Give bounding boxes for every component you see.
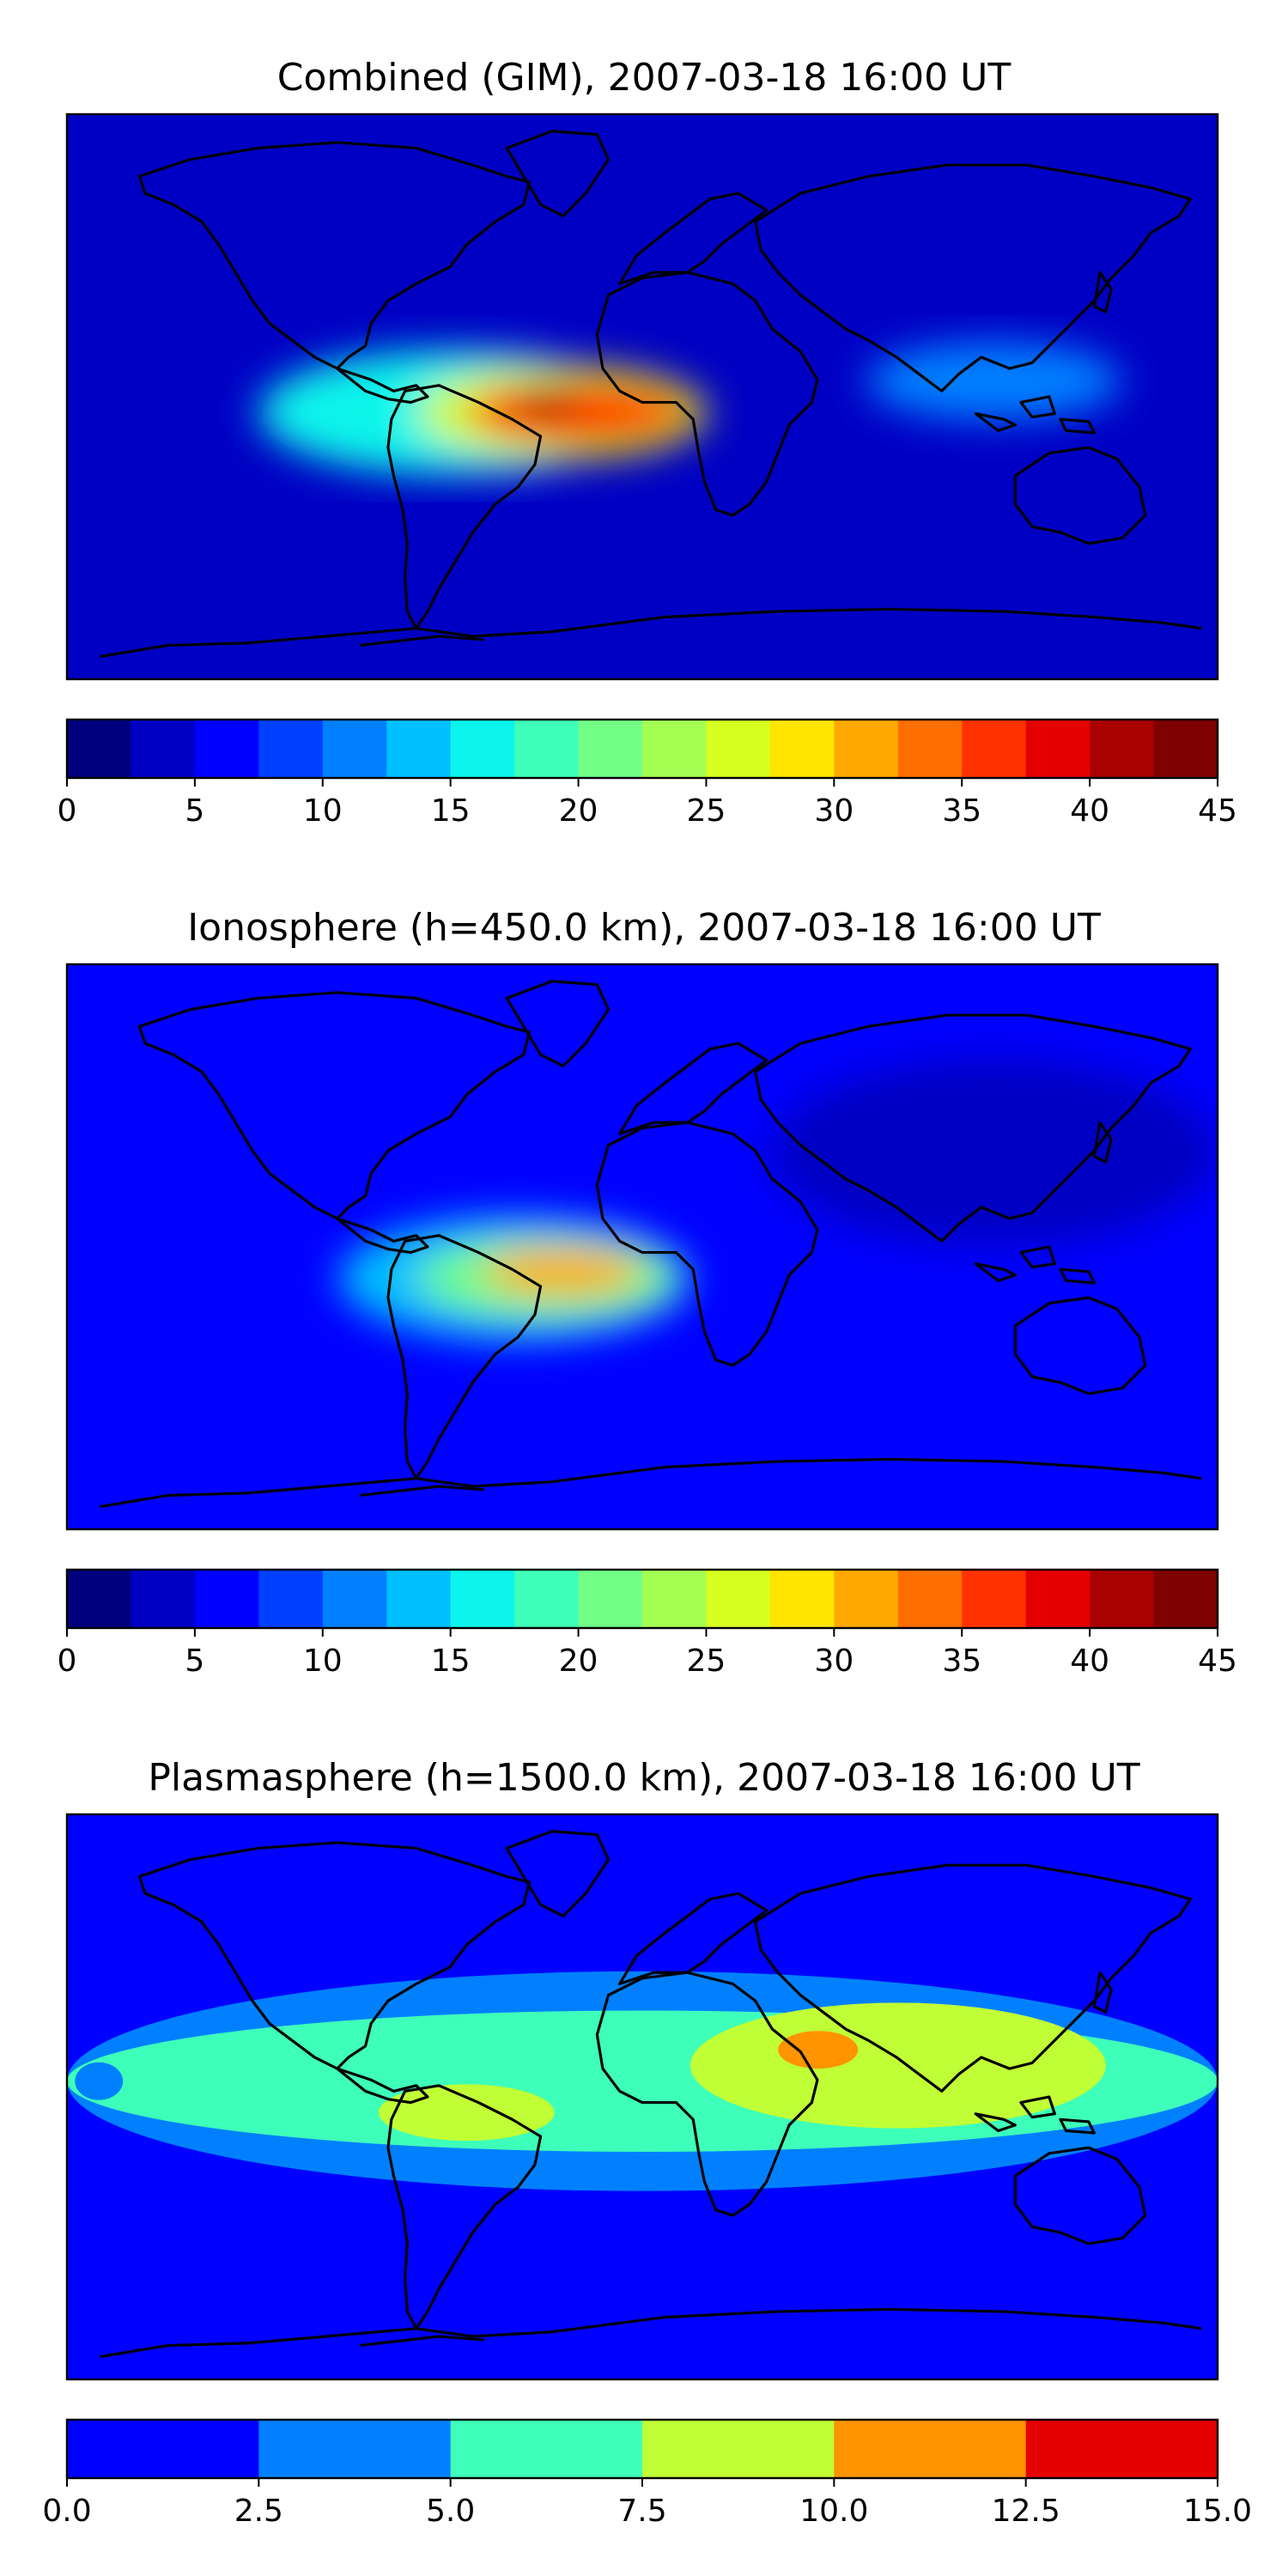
colorbar-tick-label: 10 — [303, 793, 343, 829]
colorbar-segment — [1090, 1570, 1155, 1628]
contour-region — [769, 1058, 1218, 1247]
colorbar-tick-label: 25 — [687, 793, 726, 829]
colorbar-segment — [769, 720, 835, 778]
map-area — [67, 114, 1218, 679]
colorbar-segment — [1153, 1570, 1218, 1628]
colorbar-segment — [1090, 720, 1155, 778]
contour-region — [778, 2031, 859, 2069]
colorbar-segment — [67, 2420, 259, 2478]
colorbar-segment — [258, 1570, 324, 1628]
colorbar-segment — [706, 720, 771, 778]
colorbar-segment — [386, 720, 452, 778]
colorbar-tick-label: 15 — [431, 793, 471, 829]
colorbar-segment — [67, 1570, 132, 1628]
colorbar-segment — [322, 720, 387, 778]
colorbar-segment — [834, 720, 899, 778]
colorbar-segment — [450, 1570, 515, 1628]
colorbar: 0.0 2.5 5.0 7.5 10.0 12.5 15.0 — [42, 2418, 1252, 2529]
colorbar-tick-label: 40 — [1070, 793, 1109, 829]
colorbar-segment — [131, 720, 196, 778]
colorbar-segment — [1025, 720, 1091, 778]
contour-region — [690, 2002, 1106, 2129]
colorbar-tick-label: 2.5 — [234, 2494, 283, 2529]
colorbar-tick-label: 5 — [185, 793, 204, 829]
colorbar-frame — [65, 1568, 1219, 1630]
colorbar-segment — [578, 1570, 643, 1628]
colorbar-tick-label: 20 — [559, 793, 598, 829]
colorbar-tick-label: 20 — [559, 1643, 598, 1679]
colorbar-tick-label: 15 — [431, 1643, 471, 1679]
panel-title: Combined (GIM), 2007-03-18 16:00 UT — [277, 56, 1012, 100]
colorbar-segment — [514, 1570, 580, 1628]
colorbar-tick-label: 0 — [58, 1643, 77, 1679]
colorbar-segment — [131, 1570, 196, 1628]
colorbar-segment — [642, 720, 708, 778]
colorbar-tick-label: 0.0 — [42, 2494, 91, 2529]
colorbar-segment — [962, 720, 1027, 778]
colorbar-tick-label: 40 — [1070, 1643, 1109, 1679]
map-frame — [65, 112, 1219, 681]
colorbar-segment — [194, 1570, 259, 1628]
panel-plasmasphere: Plasmasphere (h=1500.0 km), 2007-03-18 1… — [42, 1756, 1252, 2529]
colorbar-frame — [65, 718, 1219, 780]
colorbar-segment — [514, 720, 580, 778]
contour-region — [482, 1248, 642, 1296]
colorbar-segment — [642, 2420, 835, 2478]
colorbar-segment — [194, 720, 259, 778]
colorbar-tick-label: 30 — [814, 793, 854, 829]
colorbar: 0 5 10 15 20 25 30 35 40 45 — [58, 1568, 1237, 1679]
colorbar-tick-label: 45 — [1198, 1643, 1237, 1679]
colorbar-segment — [450, 720, 515, 778]
colorbar-segment — [897, 720, 963, 778]
panel-title: Ionosphere (h=450.0 km), 2007-03-18 16:0… — [187, 906, 1101, 950]
colorbar-segment — [897, 1570, 963, 1628]
colorbar-segment — [1025, 2420, 1218, 2478]
colorbar-segment — [834, 2420, 1027, 2478]
colorbar-segment — [386, 1570, 452, 1628]
colorbar-tick-label: 35 — [942, 793, 981, 829]
colorbar-tick-label: 10.0 — [799, 2494, 868, 2529]
colorbar-segment — [258, 2420, 452, 2478]
colorbar-tick-label: 15.0 — [1183, 2494, 1252, 2529]
colorbar-segment — [1025, 1570, 1091, 1628]
panel-combined: Combined (GIM), 2007-03-18 16:00 UT 0 5 10… — [58, 56, 1237, 829]
colorbar-segment — [322, 1570, 387, 1628]
colorbar-segment — [1153, 720, 1218, 778]
colorbar-tick-label: 12.5 — [992, 2494, 1060, 2529]
colorbar-segment — [67, 720, 132, 778]
colorbar-tick-label: 45 — [1198, 793, 1237, 829]
colorbar-segment — [706, 1570, 771, 1628]
contour-region — [75, 2062, 124, 2100]
colorbar-tick-label: 30 — [814, 1643, 854, 1679]
contour-region — [514, 387, 579, 419]
contour-region — [866, 342, 1122, 421]
map-frame — [65, 963, 1219, 1531]
colorbar-tick-label: 7.5 — [617, 2494, 666, 2529]
map-area — [67, 1814, 1218, 2379]
colorbar-segment — [769, 1570, 835, 1628]
panel-ionosphere: Ionosphere (h=450.0 km), 2007-03-18 16:0… — [58, 906, 1237, 1679]
map-frame — [65, 1813, 1219, 2381]
colorbar-segment — [578, 720, 643, 778]
colorbar-segment — [962, 1570, 1027, 1628]
colorbar: 0 5 10 15 20 25 30 35 40 45 — [58, 718, 1237, 829]
colorbar-segment — [642, 1570, 708, 1628]
colorbar-segment — [834, 1570, 899, 1628]
colorbar-tick-label: 35 — [942, 1643, 981, 1679]
colorbar-tick-label: 5.0 — [426, 2494, 475, 2529]
colorbar-tick-label: 5 — [185, 1643, 204, 1679]
colorbar-tick-label: 10 — [303, 1643, 343, 1679]
colorbar-segment — [450, 2420, 643, 2478]
colorbar-tick-label: 25 — [687, 1643, 726, 1679]
panel-title: Plasmasphere (h=1500.0 km), 2007-03-18 1… — [148, 1756, 1139, 1800]
colorbar-segment — [258, 720, 324, 778]
map-area — [67, 964, 1218, 1529]
colorbar-tick-label: 0 — [58, 793, 77, 829]
